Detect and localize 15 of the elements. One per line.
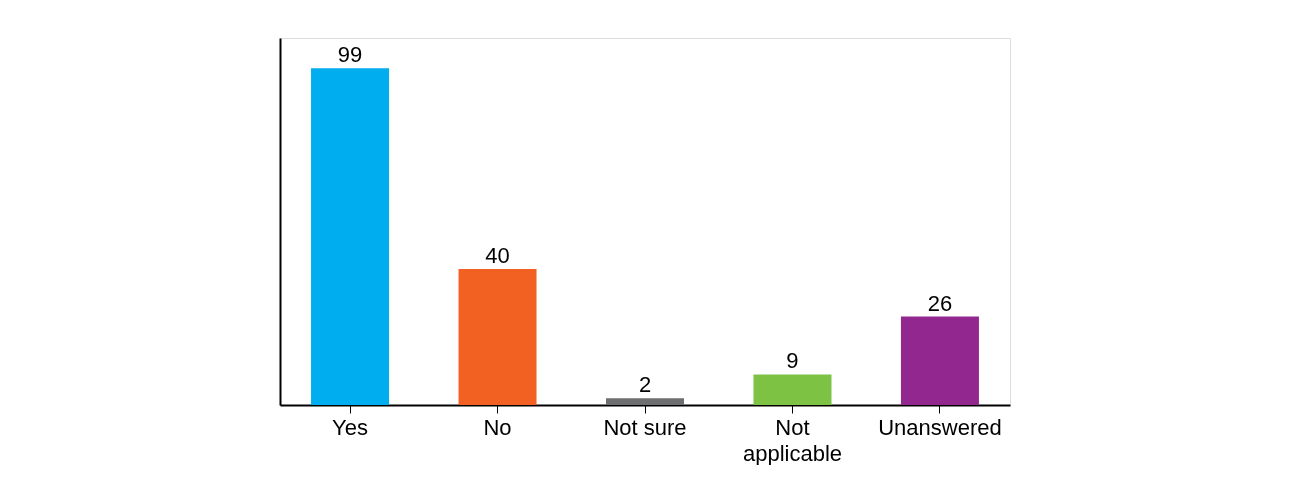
x-tick-label: No (483, 414, 512, 440)
bar (900, 316, 979, 405)
data-label: 2 (638, 372, 652, 398)
bar (311, 68, 390, 405)
data-label: 26 (927, 290, 953, 316)
data-label: 99 (337, 42, 363, 68)
bar (458, 268, 537, 405)
x-tick-label: Yes (332, 414, 368, 440)
x-tick-label: Unanswered (878, 414, 1002, 440)
data-label: 40 (485, 242, 510, 268)
data-label: 9 (786, 348, 799, 374)
bar (753, 374, 832, 405)
x-tick-label: Not sure (603, 414, 687, 440)
x-tick-label: Not applicable (742, 414, 843, 466)
bar (606, 398, 684, 405)
